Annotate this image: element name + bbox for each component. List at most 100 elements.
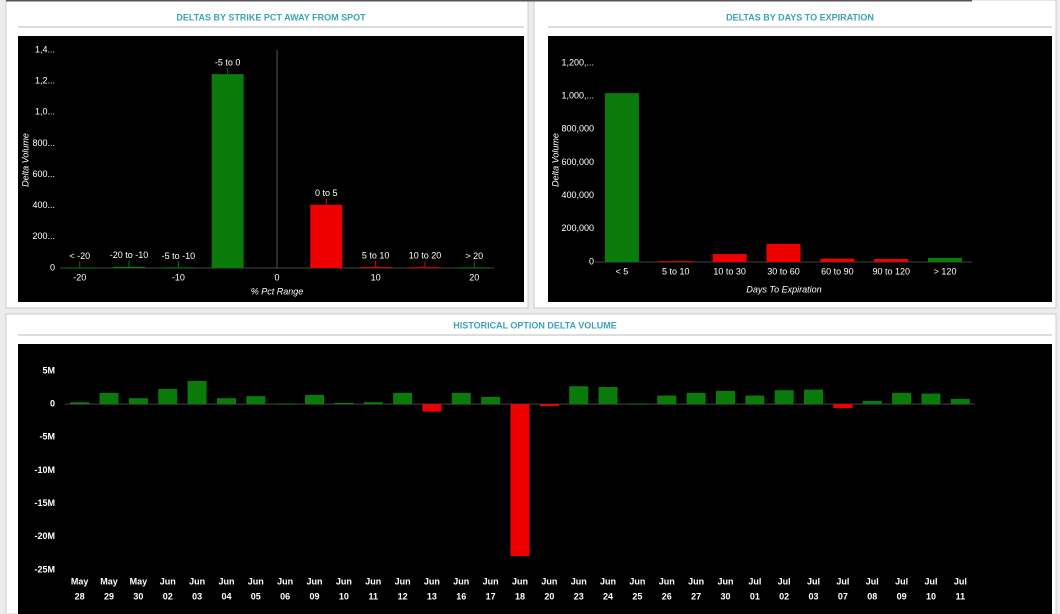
x-tick-label: 11	[368, 591, 378, 601]
x-tick-label: Jun	[248, 576, 264, 586]
bar	[113, 266, 146, 268]
y-tick-label: 0	[50, 399, 55, 409]
plot-area	[18, 36, 524, 302]
x-tick-label: Jun	[688, 576, 704, 586]
bar	[569, 386, 589, 405]
x-axis-label: % Pct Range	[251, 286, 304, 296]
data-label: -20 to -10	[110, 250, 149, 260]
chart-title: HISTORICAL OPTION DELTA VOLUME	[453, 320, 617, 330]
x-tick-label: Jun	[365, 576, 381, 586]
x-tick-label: Jun	[483, 576, 499, 586]
bar	[216, 398, 236, 405]
x-tick-label: Jul	[807, 576, 820, 586]
x-tick-label: 26	[662, 591, 672, 601]
y-tick-label: 800...	[32, 138, 55, 148]
y-axis-label: Delta Volume	[550, 133, 560, 187]
x-tick-label: Jul	[778, 576, 791, 586]
y-tick-label: 5M	[42, 365, 55, 375]
x-tick-label: May	[71, 576, 89, 586]
x-tick-label: Jun	[395, 576, 411, 586]
x-tick-label: 02	[779, 591, 789, 601]
data-label: 10 to 20	[409, 251, 442, 261]
x-tick-label: 07	[838, 591, 848, 601]
y-axis-label: Delta Volume	[20, 133, 30, 187]
x-tick-label: 03	[809, 591, 819, 601]
x-tick-label: 5 to 10	[662, 266, 690, 276]
x-tick-label: May	[130, 576, 148, 586]
bar	[820, 258, 855, 262]
x-tick-label: Jul	[895, 576, 908, 586]
bar	[774, 390, 794, 405]
x-tick-label: 20	[544, 591, 554, 601]
bar	[211, 74, 244, 268]
bar	[745, 395, 765, 405]
bar	[458, 267, 491, 269]
bar	[99, 392, 119, 405]
x-tick-label: 09	[310, 591, 320, 601]
bar	[950, 398, 970, 405]
x-tick-label: Jun	[189, 576, 205, 586]
bar	[158, 388, 178, 405]
bar	[128, 398, 148, 405]
y-tick-label: 600...	[32, 169, 55, 179]
bar	[833, 404, 853, 409]
x-tick-label: 16	[456, 591, 466, 601]
bar	[187, 380, 207, 405]
bar	[892, 392, 912, 405]
x-tick-label: 12	[398, 591, 408, 601]
x-tick-label: Jul	[954, 576, 967, 586]
x-tick-label: Jun	[541, 576, 557, 586]
y-tick-label: 200,000	[561, 223, 594, 233]
bar	[246, 396, 266, 405]
x-axis-label: Days To Expiration	[746, 284, 821, 294]
y-tick-label: -10M	[34, 465, 55, 475]
x-tick-label: 30	[720, 591, 730, 601]
x-tick-label: Jun	[600, 576, 616, 586]
bar	[162, 267, 195, 269]
chart-title: DELTAS BY STRIKE PCT AWAY FROM SPOT	[176, 12, 366, 22]
bar	[334, 402, 354, 405]
x-tick-label: 08	[867, 591, 877, 601]
y-tick-label: -20M	[34, 531, 55, 541]
bar	[305, 394, 325, 405]
x-tick-label: > 120	[934, 266, 957, 276]
data-label: 0 to 5	[315, 188, 338, 198]
x-tick-label: 02	[163, 591, 173, 601]
x-tick-label: Jul	[924, 576, 937, 586]
bar	[862, 400, 882, 405]
bar	[627, 403, 647, 405]
x-tick-label: Jun	[218, 576, 234, 586]
x-tick-label: 30 to 60	[767, 266, 800, 276]
bar	[481, 396, 501, 405]
bar	[510, 404, 530, 557]
bar	[712, 254, 747, 262]
x-tick-label: Jun	[336, 576, 352, 586]
x-tick-label: 05	[251, 591, 261, 601]
x-tick-label: 20	[469, 272, 479, 282]
x-tick-label: 27	[691, 591, 701, 601]
x-tick-label: 10	[371, 272, 381, 282]
data-label: -5 to 0	[215, 58, 241, 68]
x-tick-label: 09	[897, 591, 907, 601]
y-tick-label: -15M	[34, 498, 55, 508]
bar	[408, 267, 441, 269]
x-tick-label: 04	[221, 591, 231, 601]
data-label: 5 to 10	[362, 250, 390, 260]
bar	[310, 204, 343, 268]
x-tick-label: 18	[515, 591, 525, 601]
y-tick-label: -5M	[40, 432, 56, 442]
bar	[921, 393, 941, 405]
x-tick-label: Jun	[307, 576, 323, 586]
bar	[63, 267, 96, 269]
bar	[70, 402, 90, 405]
x-tick-label: Jun	[571, 576, 587, 586]
x-tick-label: 17	[486, 591, 496, 601]
y-tick-label: 0	[589, 256, 594, 266]
plot-area	[18, 344, 1052, 614]
x-tick-label: Jun	[659, 576, 675, 586]
x-tick-label: -10	[172, 272, 185, 282]
x-tick-label: Jul	[748, 576, 761, 586]
bar	[715, 390, 735, 405]
